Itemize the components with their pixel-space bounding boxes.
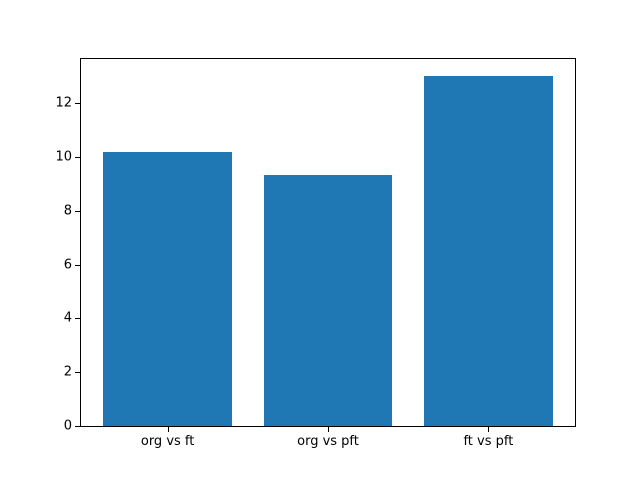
y-tick-label: 4: [63, 310, 72, 326]
y-tick-mark: [75, 103, 80, 105]
bar-org-vs-pft: [263, 174, 393, 426]
x-tick-label: org vs ft: [140, 434, 195, 449]
y-tick-mark: [75, 426, 80, 427]
y-tick-label: 6: [63, 257, 72, 273]
x-tick-label: org vs pft: [297, 434, 359, 449]
x-tick-mark: [167, 427, 169, 432]
y-tick-mark: [75, 157, 80, 159]
y-tick-mark: [75, 318, 80, 320]
y-tick-mark: [75, 372, 80, 374]
y-tick-label: 0: [63, 418, 72, 434]
axes: 0 2 4 6 8 10 12 org vs ft org vs pft ft vs pft: [55, 58, 576, 448]
y-tick-label: 2: [63, 364, 72, 380]
bar-org-vs-ft: [103, 151, 232, 426]
bar-ft-vs-pft: [424, 76, 553, 426]
y-tick-label: 8: [63, 203, 72, 219]
x-tick-mark: [328, 427, 329, 432]
y-tick-mark: [75, 210, 80, 212]
y-tick-mark: [75, 264, 80, 266]
y-tick-label: 12: [55, 95, 72, 111]
x-tick-label: ft vs pft: [463, 434, 514, 449]
x-tick-mark: [488, 427, 490, 432]
y-tick-label: 10: [55, 149, 72, 165]
